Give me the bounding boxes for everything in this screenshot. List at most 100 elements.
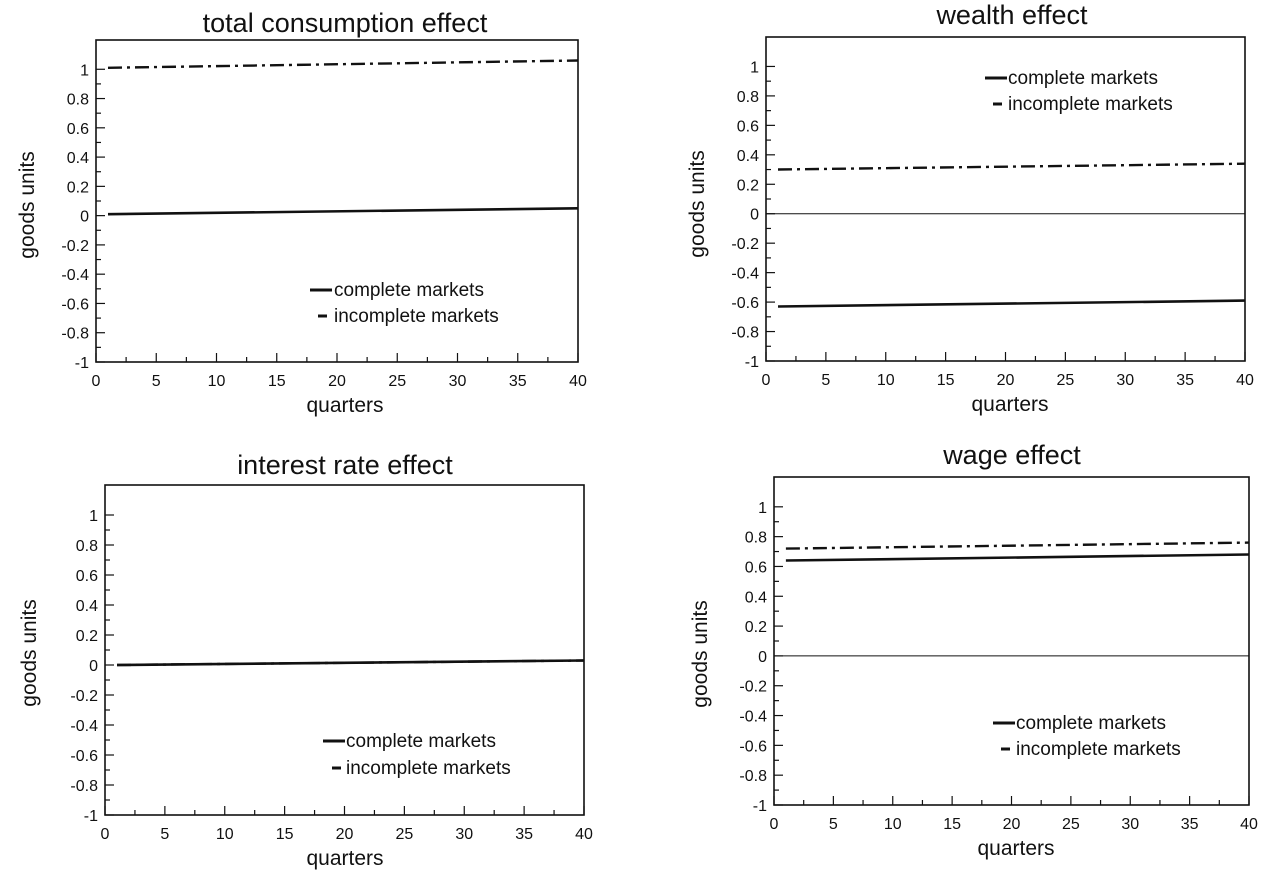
- legend-label-complete: complete markets: [1016, 713, 1166, 734]
- x-tick-label: 30: [1116, 372, 1134, 389]
- chart-title: total consumption effect: [203, 8, 488, 38]
- y-tick-label: 0.4: [67, 150, 89, 167]
- legend-label-complete: complete markets: [346, 731, 496, 752]
- y-tick-label: -0.8: [61, 326, 89, 343]
- x-tick-label: 30: [1121, 816, 1139, 833]
- series-line-complete-markets: [785, 553, 1250, 562]
- series-line-incomplete-markets: [785, 541, 1250, 550]
- series-line-complete-markets: [116, 659, 585, 667]
- x-axis-ticks: 0 5 10 15 20 25 30 35 40: [92, 353, 587, 390]
- y-tick-label: -0.2: [61, 238, 89, 255]
- y-tick-label: -1: [84, 808, 98, 825]
- x-tick-label: 10: [884, 816, 902, 833]
- y-tick-label: 0.8: [745, 530, 767, 547]
- y-tick-label: -0.4: [70, 718, 98, 735]
- x-tick-label: 5: [160, 826, 169, 843]
- legend-label-incomplete: incomplete markets: [1008, 94, 1173, 115]
- y-tick-label: 0.6: [67, 121, 89, 138]
- x-tick-label: 20: [1003, 816, 1021, 833]
- y-tick-label: -0.2: [70, 688, 98, 705]
- y-tick-label: -0.2: [739, 679, 767, 696]
- x-axis-label: quarters: [977, 837, 1054, 860]
- x-tick-label: 5: [821, 372, 830, 389]
- panel-total-consumption-effect: total consumption effect goods units qua…: [16, 8, 587, 417]
- panel-wage-effect: wage effect goods units quarters -1-0.8-…: [689, 440, 1258, 860]
- x-tick-label: 10: [877, 372, 895, 389]
- y-tick-label: 0: [89, 658, 98, 675]
- y-tick-label: 0: [758, 649, 767, 666]
- legend-label-incomplete: incomplete markets: [346, 758, 511, 779]
- series-lines: [107, 59, 579, 216]
- x-axis-label: quarters: [971, 393, 1048, 416]
- x-tick-label: 15: [943, 816, 961, 833]
- y-tick-label: 1: [758, 500, 767, 517]
- legend-label-complete: complete markets: [334, 280, 484, 301]
- legend-label-incomplete: incomplete markets: [334, 306, 499, 327]
- x-tick-label: 25: [395, 826, 413, 843]
- y-tick-label: 0: [750, 207, 759, 224]
- x-tick-label: 0: [92, 373, 101, 390]
- x-tick-label: 30: [455, 826, 473, 843]
- y-tick-label: 0.2: [67, 179, 89, 196]
- legend: complete markets incomplete markets: [323, 731, 511, 779]
- legend-label-incomplete: incomplete markets: [1016, 739, 1181, 760]
- series-lines: [774, 541, 1250, 657]
- y-tick-label: -0.2: [731, 236, 759, 253]
- y-axis-label: goods units: [689, 600, 712, 707]
- plot-frame: [104, 484, 585, 816]
- x-tick-label: 0: [762, 372, 771, 389]
- panel-interest-rate-effect: interest rate effect goods units quarter…: [18, 450, 593, 870]
- x-tick-label: 30: [449, 373, 467, 390]
- y-axis-label: goods units: [18, 599, 41, 706]
- legend: complete markets incomplete markets: [993, 713, 1181, 760]
- x-tick-label: 25: [1056, 372, 1074, 389]
- y-tick-label: 0.8: [737, 89, 759, 106]
- x-tick-label: 25: [388, 373, 406, 390]
- panel-wealth-effect: wealth effect goods units quarters -1 -0.…: [686, 0, 1254, 416]
- y-tick-label: -0.6: [731, 295, 759, 312]
- y-tick-label: -1: [75, 355, 89, 372]
- plot-frame: [765, 36, 1246, 362]
- y-tick-label: -0.8: [731, 325, 759, 342]
- y-tick-label: 0.6: [76, 568, 98, 585]
- series-line-incomplete-markets: [777, 162, 1246, 171]
- plot-frame: [95, 39, 579, 363]
- plot-frame: [773, 476, 1250, 806]
- y-tick-label: 0.4: [76, 598, 98, 615]
- x-axis-label: quarters: [306, 394, 383, 417]
- y-tick-label: -1: [745, 354, 759, 371]
- x-tick-label: 10: [208, 373, 226, 390]
- y-tick-label: 0.2: [737, 177, 759, 194]
- y-axis-ticks: -1 -0.8 -0.6 -0.4 -0.2 0 0.2 0.4 0.6 0.8 1: [70, 508, 114, 825]
- y-tick-label: 0.4: [737, 148, 759, 165]
- x-tick-label: 35: [1181, 816, 1199, 833]
- x-tick-label: 15: [937, 372, 955, 389]
- y-tick-label: 1: [80, 62, 89, 79]
- y-tick-label: 1: [750, 59, 759, 76]
- y-tick-label: 0.2: [745, 619, 767, 636]
- y-tick-label: 0.6: [745, 559, 767, 576]
- y-tick-label: 1: [89, 508, 98, 525]
- x-tick-label: 15: [268, 373, 286, 390]
- y-tick-label: 0.6: [737, 118, 759, 135]
- x-tick-label: 0: [770, 816, 779, 833]
- chart-title: wealth effect: [935, 0, 1088, 30]
- y-axis-ticks: -1 -0.8 -0.6 -0.4 -0.2 0 0.2 0.4 0.6 0.8 1: [739, 500, 783, 815]
- y-tick-label: 0.8: [67, 92, 89, 109]
- y-tick-label: -0.6: [61, 296, 89, 313]
- x-tick-label: 15: [276, 826, 294, 843]
- x-axis-ticks: 0 5 10 15 20 25 30 35 40: [101, 806, 593, 843]
- y-tick-label: -0.8: [739, 768, 767, 785]
- x-tick-label: 20: [336, 826, 354, 843]
- y-tick-label: -0.6: [70, 748, 98, 765]
- x-tick-label: 35: [515, 826, 533, 843]
- x-tick-label: 5: [152, 373, 161, 390]
- series-lines: [116, 659, 585, 667]
- x-tick-label: 20: [997, 372, 1015, 389]
- x-tick-label: 40: [1240, 816, 1258, 833]
- series-lines: [766, 162, 1246, 308]
- y-tick-label: -0.6: [739, 738, 767, 755]
- x-tick-label: 40: [569, 373, 587, 390]
- x-axis-label: quarters: [306, 847, 383, 870]
